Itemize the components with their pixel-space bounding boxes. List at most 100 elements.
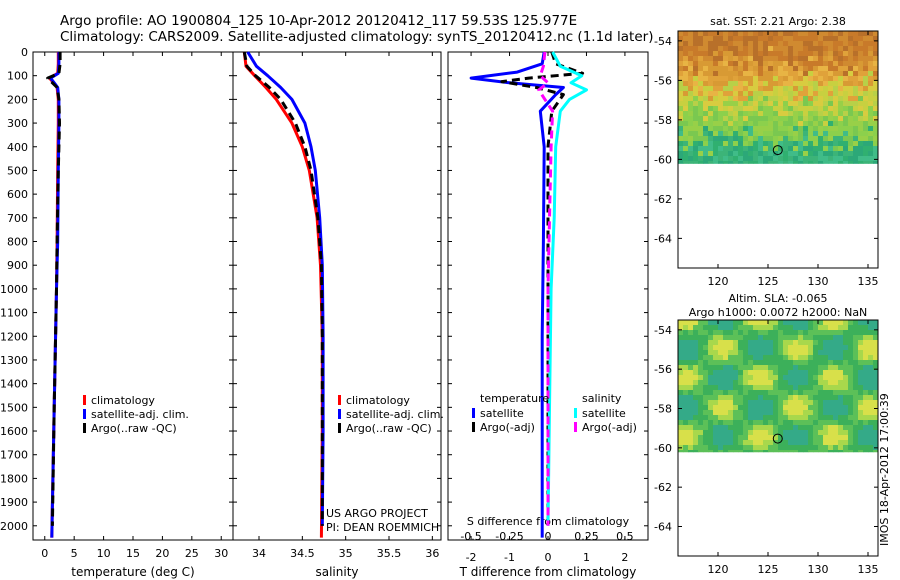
x-tick-label-T: 0 bbox=[545, 551, 552, 564]
sla-map-panel: -54 -56 -58 -60 -62 -64 120 125 130 135 Altim. SLA… bbox=[654, 292, 879, 576]
legend-swatch bbox=[338, 409, 341, 419]
legend-label: satellite bbox=[582, 407, 626, 420]
map-y-tick-label: -60 bbox=[654, 153, 672, 166]
x-tick-label: 25 bbox=[185, 547, 199, 560]
legend-swatch bbox=[83, 423, 86, 433]
y-tick-label: 100 bbox=[7, 70, 28, 83]
legend-swatch bbox=[574, 408, 577, 418]
x-tick-label-T: -1 bbox=[504, 551, 515, 564]
x-tick-label: 35.5 bbox=[377, 547, 402, 560]
series-climatology bbox=[242, 51, 324, 538]
legend-swatch bbox=[83, 395, 86, 405]
y-tick-label: 200 bbox=[7, 93, 28, 106]
legend-label: Argo(..raw -QC) bbox=[91, 422, 177, 435]
y-tick-label: 1100 bbox=[0, 307, 28, 320]
x-tick-label-T: -2 bbox=[466, 551, 477, 564]
map-x-tick-label: 130 bbox=[808, 563, 829, 576]
map-y-tick-label: -56 bbox=[654, 363, 672, 376]
x-tick-label: 35 bbox=[339, 547, 353, 560]
y-tick-label: 0 bbox=[21, 46, 28, 59]
map-y-tick-label: -56 bbox=[654, 74, 672, 87]
x-tick-label-S: 0 bbox=[545, 530, 552, 543]
y-tick-label: 1300 bbox=[0, 354, 28, 367]
legend-label: satellite-adj. clim. bbox=[346, 408, 444, 421]
figure-title-line1: Argo profile: AO 1900804_125 10-Apr-2012… bbox=[60, 13, 578, 29]
y-tick-label: 1500 bbox=[0, 401, 28, 414]
y-tick-label: 1000 bbox=[0, 283, 28, 296]
figure-title-line2: Climatology: CARS2009. Satellite-adjuste… bbox=[60, 29, 654, 45]
x-tick-label-T: 1 bbox=[583, 551, 590, 564]
credit-text: IMOS 18-Apr-2012 17:00:39 bbox=[878, 393, 891, 546]
salinity-xlabel: salinity bbox=[315, 565, 358, 579]
x-tick-label-S: -0.25 bbox=[495, 530, 523, 543]
map-y-tick-label: -60 bbox=[654, 442, 672, 455]
map-y-tick-label: -64 bbox=[654, 232, 672, 245]
temperature-xlabel: temperature (deg C) bbox=[71, 565, 194, 579]
difference-xlabel: T difference from climatology bbox=[459, 565, 637, 579]
legend-label: satellite-adj. clim. bbox=[91, 408, 189, 421]
series-temperature-argo-adj- bbox=[500, 51, 585, 526]
map-y-tick-label: -58 bbox=[654, 114, 672, 127]
map-y-tick-label: -62 bbox=[654, 481, 672, 494]
y-tick-label: 2000 bbox=[0, 520, 28, 533]
salinity-panel: 34 34.5 35 35.5 36 salinity climatologysatelli… bbox=[232, 51, 444, 579]
map-x-tick-label: 120 bbox=[708, 563, 729, 576]
legend-swatch bbox=[472, 422, 475, 432]
sla-map-subtitle: Argo h1000: 0.0072 h2000: NaN bbox=[689, 306, 868, 319]
x-tick-label: 36 bbox=[425, 547, 439, 560]
y-tick-label: 600 bbox=[7, 188, 28, 201]
y-tick-label: 1400 bbox=[0, 378, 28, 391]
x-tick-label: 20 bbox=[155, 547, 169, 560]
pi-annotation: PI: DEAN ROEMMICH bbox=[326, 521, 439, 534]
map-y-tick-label: -58 bbox=[654, 403, 672, 416]
legend-swatch bbox=[338, 423, 341, 433]
y-tick-label: 1200 bbox=[0, 330, 28, 343]
legend-label: Argo(..raw -QC) bbox=[346, 422, 432, 435]
argo-position-marker bbox=[772, 145, 783, 156]
temperature-axes bbox=[32, 51, 234, 541]
legend-swatch bbox=[574, 422, 577, 432]
x-tick-label-S: 0.5 bbox=[616, 530, 634, 543]
x-tick-label: 0 bbox=[41, 547, 48, 560]
map-x-tick-label: 120 bbox=[708, 275, 729, 288]
map-x-tick-label: 135 bbox=[858, 563, 879, 576]
series-salinity-satellite bbox=[546, 51, 588, 526]
y-tick-label: 1700 bbox=[0, 449, 28, 462]
map-x-tick-label: 135 bbox=[858, 275, 879, 288]
y-tick-label: 400 bbox=[7, 141, 28, 154]
salinity-axes bbox=[232, 51, 442, 541]
x-tick-label: 10 bbox=[97, 547, 111, 560]
y-tick-label: 300 bbox=[7, 117, 28, 130]
legend-swatch bbox=[83, 409, 86, 419]
x-tick-label-S: 0.25 bbox=[574, 530, 599, 543]
legend-title-salinity: salinity bbox=[582, 392, 622, 405]
x-tick-label-T: 2 bbox=[621, 551, 628, 564]
legend-label: Argo(-adj) bbox=[480, 421, 535, 434]
project-annotation: US ARGO PROJECT bbox=[326, 507, 428, 520]
sst-map-panel: -54 -56 -58 -60 -62 -64 120 125 130 135 sat. SST: … bbox=[654, 15, 879, 288]
y-tick-label: 1800 bbox=[0, 472, 28, 485]
legend-swatch bbox=[472, 408, 475, 418]
legend-swatch bbox=[338, 395, 341, 405]
map-x-tick-label: 130 bbox=[808, 275, 829, 288]
y-tick-label: 900 bbox=[7, 259, 28, 272]
legend-label: climatology bbox=[91, 394, 155, 407]
series-argo-raw-qc- bbox=[242, 51, 324, 526]
x-tick-label: 5 bbox=[71, 547, 78, 560]
x-tick-label: 15 bbox=[126, 547, 140, 560]
series-temperature-satellite bbox=[469, 51, 565, 538]
series-argo-raw-qc- bbox=[46, 52, 62, 526]
y-tick-label: 1600 bbox=[0, 425, 28, 438]
y-tick-label: 800 bbox=[7, 236, 28, 249]
sst-map-title: sat. SST: 2.21 Argo: 2.38 bbox=[710, 15, 846, 28]
sla-heatmap-cells bbox=[678, 320, 879, 453]
map-y-tick-label: -54 bbox=[654, 35, 672, 48]
argo-position-marker bbox=[772, 433, 783, 444]
series-satellite-adj-clim- bbox=[246, 51, 325, 526]
map-x-tick-label: 125 bbox=[758, 275, 779, 288]
map-y-tick-label: -54 bbox=[654, 324, 672, 337]
x-tick-label-S: -0.5 bbox=[460, 530, 481, 543]
y-tick-label: 500 bbox=[7, 164, 28, 177]
y-tick-label: 700 bbox=[7, 212, 28, 225]
